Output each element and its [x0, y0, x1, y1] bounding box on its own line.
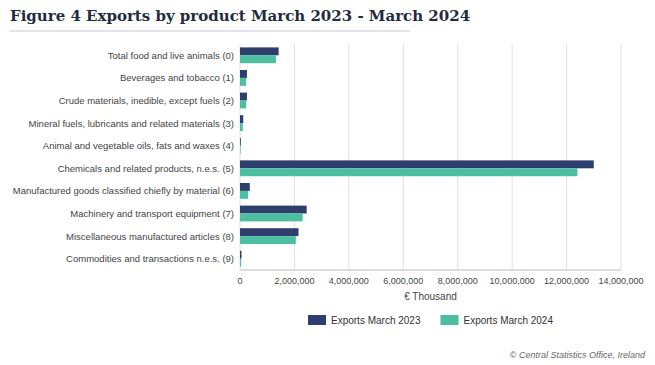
bars	[240, 47, 594, 266]
legend-item: Exports March 2023	[308, 315, 421, 326]
bar	[240, 214, 303, 222]
bar	[240, 47, 279, 55]
annotation: © Central Statistics Office, Ireland	[510, 350, 646, 360]
x-tick-label: 8,000,000	[438, 276, 478, 286]
category-label: Beverages and tobacco (1)	[120, 72, 234, 83]
category-label: Total food and live animals (0)	[108, 50, 234, 61]
x-tick-label: 2,000,000	[274, 276, 314, 286]
bar	[240, 228, 299, 236]
bar	[240, 55, 276, 63]
bar	[240, 191, 248, 199]
bar	[240, 78, 246, 86]
bar	[240, 101, 246, 109]
legend-label: Exports March 2024	[464, 315, 554, 326]
x-tick-label: 12,000,000	[544, 276, 589, 286]
category-label: Miscellaneous manufactured articles (8)	[66, 231, 234, 242]
grid-line	[621, 44, 622, 270]
bar	[240, 70, 247, 78]
legend-swatch	[441, 315, 459, 325]
series	[240, 47, 594, 258]
x-tick-label: 6,000,000	[383, 276, 423, 286]
grid-line	[348, 44, 349, 270]
chart: Figure 4 Exports by product March 2023 -…	[0, 0, 655, 365]
y-tick-labels: Total food and live animals (0) Beverages…	[13, 50, 234, 264]
legend-swatch	[308, 315, 326, 325]
bar	[240, 123, 243, 131]
bar	[240, 115, 243, 123]
grid-line	[566, 44, 567, 270]
x-tick-label: 0	[237, 276, 242, 286]
bar	[240, 138, 241, 146]
bar	[240, 206, 307, 214]
category-label: Manufactured goods classified chiefly by…	[13, 185, 234, 196]
grid	[240, 44, 621, 270]
x-axis-label: € Thousand	[404, 291, 457, 302]
x-axis-line	[240, 270, 621, 271]
bar	[240, 93, 247, 101]
title: Figure 4 Exports by product March 2023 -…	[10, 7, 470, 25]
bar	[240, 183, 250, 191]
bar	[240, 251, 241, 259]
category-label: Chemicals and related products, n.e.s. (…	[58, 163, 234, 174]
bar	[240, 160, 594, 168]
grid-line	[457, 44, 458, 270]
x-tick-label: 14,000,000	[598, 276, 643, 286]
legend-item: Exports March 2024	[441, 315, 554, 326]
bar	[240, 168, 577, 176]
bar	[240, 236, 296, 244]
grid-line	[512, 44, 513, 270]
title-rule	[10, 31, 410, 32]
grid-line	[403, 44, 404, 270]
category-label: Crude materials, inedible, except fuels …	[59, 95, 234, 106]
x-tick-label: 10,000,000	[490, 276, 535, 286]
category-label: Animal and vegetable oils, fats and waxe…	[43, 140, 234, 151]
x-tick-label: 4,000,000	[329, 276, 369, 286]
category-label: Commodities and transactions n.e.s. (9)	[66, 253, 234, 264]
legend: Exports March 2023 Exports March 2024	[308, 315, 553, 326]
series	[240, 55, 577, 266]
bar	[240, 259, 241, 267]
category-label: Mineral fuels, lubricants and related ma…	[29, 118, 234, 129]
bar	[240, 146, 241, 154]
category-label: Machinery and transport equipment (7)	[70, 208, 234, 219]
legend-label: Exports March 2023	[331, 315, 421, 326]
x-tick-labels: 0 2,000,000 4,000,000 6,000,000 8,000,000 10,…	[237, 276, 643, 286]
